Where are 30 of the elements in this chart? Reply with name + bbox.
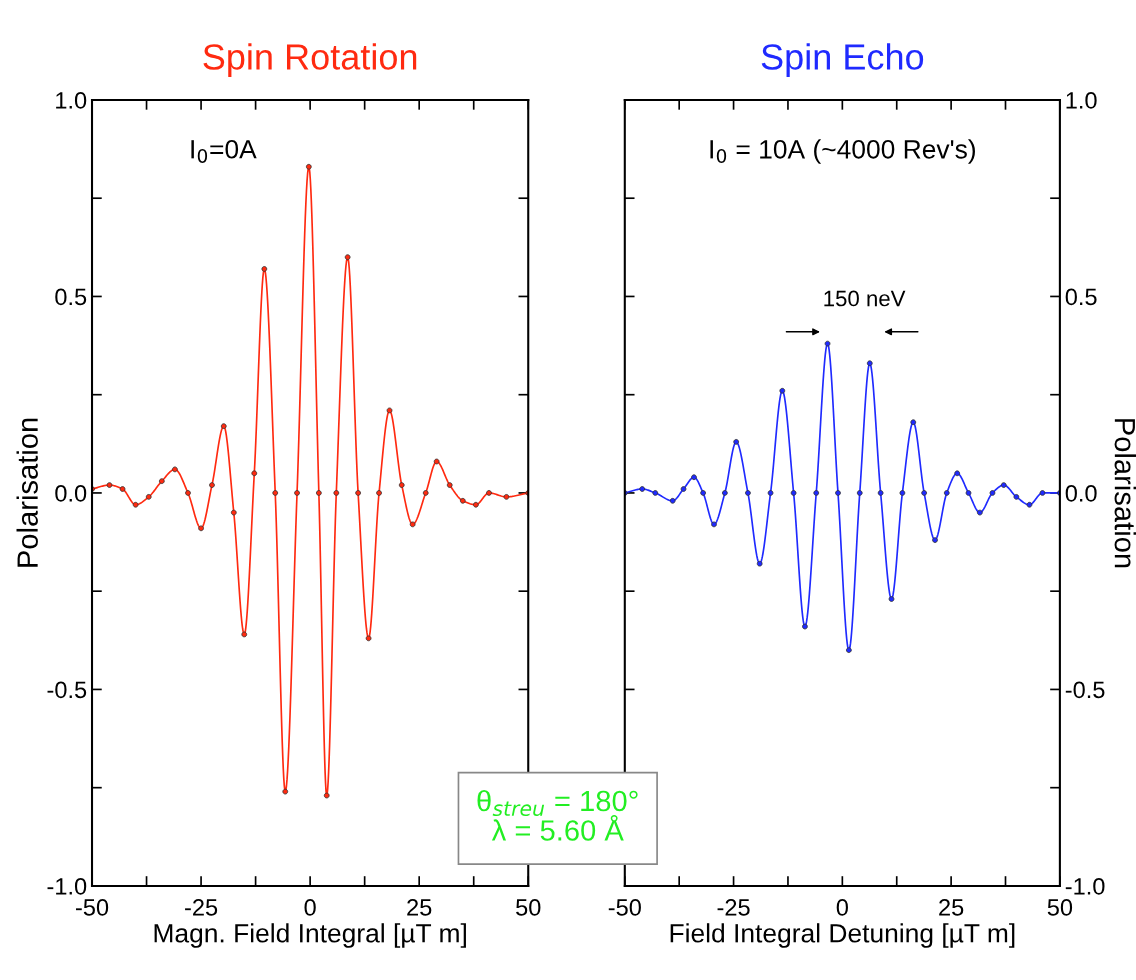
x-tick-label: -50 xyxy=(608,899,641,916)
x-tick-label: 25 xyxy=(407,899,432,916)
x-tick-label: 50 xyxy=(516,899,541,916)
y-tick-label: 0.0 xyxy=(55,485,87,502)
y-axis-title: Polarisation xyxy=(1114,419,1136,568)
annotation: 150 neV xyxy=(824,290,906,307)
y-tick-label: 0.5 xyxy=(1065,288,1097,306)
x-tick-label: 50 xyxy=(1047,899,1073,916)
x-tick-label: -25 xyxy=(185,899,218,916)
x-tick-label: 0 xyxy=(836,899,848,916)
x-tick-label: 25 xyxy=(939,899,964,916)
y-tick-label: -0.5 xyxy=(1065,681,1105,699)
x-axis-title: Field Integral Detuning [µT m] xyxy=(670,923,1015,948)
y-tick-label: 1.0 xyxy=(56,92,87,109)
annotation: I$_{0}$=0A xyxy=(191,139,257,163)
chart-title: Spin Echo xyxy=(761,43,924,77)
y-tick-label: -0.5 xyxy=(47,681,87,699)
y-tick-label: -1.0 xyxy=(47,877,87,895)
x-tick-label: -50 xyxy=(76,899,109,916)
y-tick-label: 0.0 xyxy=(1065,485,1097,502)
y-axis-title: Polarisation xyxy=(16,418,38,567)
y-tick-label: 1.0 xyxy=(1066,92,1097,109)
annotation: I$_{0}$ = 10A (~4000 Rev's) xyxy=(710,139,975,164)
x-tick-label: 0 xyxy=(304,899,316,916)
annotation: θ$_{streu}$ = 180° λ = 5.60 Å xyxy=(477,789,638,841)
chart-title: Spin Rotation xyxy=(203,43,417,77)
x-axis-title: Magn. Field Integral [µT m] xyxy=(154,923,466,948)
y-tick-label: -1.0 xyxy=(1065,877,1105,895)
y-tick-label: 0.5 xyxy=(55,288,87,306)
x-tick-label: -25 xyxy=(717,899,750,916)
